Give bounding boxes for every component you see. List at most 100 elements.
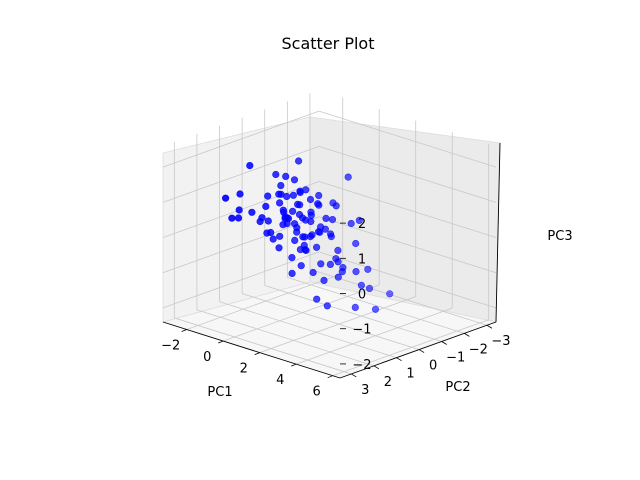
tick-label-y: 2 [384, 375, 392, 390]
tick-mark-y [418, 349, 425, 353]
data-point [276, 199, 284, 207]
gridline-z [318, 145, 497, 203]
data-point [228, 214, 236, 222]
gridline-z [318, 216, 497, 274]
data-point [290, 176, 299, 184]
data-point [323, 302, 331, 310]
data-point [288, 254, 296, 262]
gridline-x [223, 284, 380, 342]
data-point [386, 290, 394, 298]
gridline-y [287, 276, 465, 334]
data-point [347, 219, 355, 228]
data-point [264, 192, 272, 200]
data-point [313, 295, 321, 303]
data-point [299, 233, 307, 241]
data-point [295, 211, 304, 219]
gridline-y [242, 293, 420, 350]
data-point [307, 208, 315, 216]
gridline-z [318, 181, 497, 238]
data-point [269, 235, 277, 243]
data-point [236, 190, 244, 198]
data-point [272, 170, 280, 179]
data-point [355, 216, 363, 224]
data-point [357, 281, 366, 289]
tick-label-z: −1 [352, 323, 371, 338]
tick-mark-y [351, 373, 357, 378]
data-point [302, 216, 310, 224]
tick-label-z: 2 [358, 217, 366, 232]
data-point [317, 260, 325, 268]
data-point [289, 207, 297, 215]
data-point [334, 258, 342, 266]
tick-mark-y [464, 333, 470, 337]
tick-label-y: 3 [361, 383, 369, 398]
gridline-x [332, 319, 489, 377]
data-point [296, 187, 304, 195]
data-points [222, 157, 394, 313]
data-point [334, 246, 342, 254]
data-point [326, 260, 335, 269]
gridline-y [219, 301, 397, 359]
data-point [320, 276, 328, 285]
gridline-x [259, 296, 416, 353]
axis-lines [162, 142, 501, 379]
data-point [248, 208, 256, 216]
y-axis-line [339, 321, 497, 379]
data-point [282, 172, 290, 180]
data-point [293, 224, 301, 232]
data-point [263, 229, 271, 237]
gridline-y [174, 317, 352, 375]
y-axis-label: PC2 [445, 380, 470, 395]
tick-label-x: 6 [313, 385, 321, 400]
data-point [344, 173, 352, 181]
tick-mark-x [254, 352, 260, 355]
tick-mark-x [181, 329, 187, 332]
tick-mark-x [327, 375, 333, 379]
data-point [297, 262, 305, 270]
data-point [327, 230, 335, 238]
tick-label-x: 2 [240, 362, 248, 377]
data-point [296, 246, 305, 254]
tick-mark-y [373, 365, 380, 370]
gridline-z [162, 251, 320, 309]
data-point [262, 202, 270, 210]
tick-mark-x [218, 340, 224, 344]
data-point [352, 239, 360, 248]
data-point [295, 157, 303, 165]
tick-label-y: −3 [491, 334, 510, 349]
data-point [276, 232, 284, 240]
tick-label-x: 0 [203, 350, 211, 365]
data-point [351, 303, 359, 312]
gridline-z [162, 110, 320, 168]
data-point [222, 194, 230, 202]
data-point [288, 269, 296, 278]
data-point [275, 190, 283, 198]
data-point [279, 221, 287, 229]
data-point [364, 265, 372, 273]
tick-mark-x [291, 363, 297, 367]
data-point [291, 236, 299, 244]
tick-label-y: 0 [429, 359, 437, 374]
data-point [328, 216, 337, 224]
data-point [322, 214, 330, 222]
data-point [264, 217, 272, 225]
gridline-x [296, 307, 453, 365]
data-point [334, 273, 342, 281]
gridline-y [196, 309, 375, 367]
tick-label-z: 0 [358, 288, 366, 303]
z-axis-label: PC3 [547, 229, 572, 244]
data-point [308, 231, 316, 239]
data-point [289, 191, 298, 199]
data-point [296, 201, 304, 209]
data-point [339, 264, 347, 272]
data-point [352, 268, 360, 276]
data-point [371, 305, 380, 313]
tick-label-x: 4 [276, 373, 284, 388]
chart-title: Scatter Plot [282, 34, 375, 53]
gridline-y [264, 285, 442, 342]
gridline-z [162, 145, 320, 203]
tick-label-x: −2 [161, 339, 180, 354]
gridline-z [318, 110, 497, 168]
